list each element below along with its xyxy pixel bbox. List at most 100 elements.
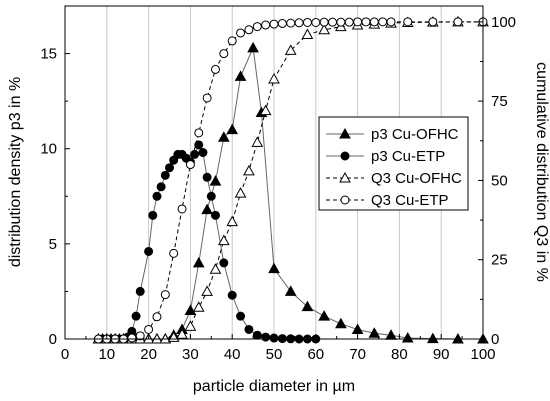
data-point: [217, 234, 230, 246]
legend-label: Q3 Cu-ETP: [371, 192, 449, 209]
x-tick-label: 50: [266, 346, 283, 363]
x-tick-label: 70: [349, 346, 366, 363]
data-point: [277, 18, 287, 28]
data-point: [144, 324, 154, 334]
data-point: [190, 149, 200, 159]
data-point: [209, 263, 222, 274]
data-point: [194, 128, 204, 138]
data-point: [206, 191, 216, 201]
data-point: [202, 93, 212, 103]
data-point: [351, 323, 364, 334]
data-point: [453, 17, 463, 27]
data-point: [426, 332, 439, 344]
x-tick-label: 0: [61, 346, 69, 363]
y-right-tick-label: 50: [491, 172, 508, 189]
data-point: [361, 17, 371, 27]
data-point: [176, 328, 188, 339]
data-point: [336, 17, 346, 27]
x-tick-label: 30: [182, 346, 199, 363]
data-point: [219, 258, 229, 268]
data-point: [252, 22, 262, 32]
data-point: [236, 28, 246, 38]
data-point: [201, 285, 213, 296]
data-point: [386, 17, 396, 27]
data-point: [152, 191, 162, 201]
data-point: [251, 136, 264, 147]
data-point: [148, 210, 158, 220]
x-tick-label: 90: [433, 346, 450, 363]
y-right-tick-label: 75: [491, 93, 508, 110]
legend-entry: p3 Cu-OFHC: [326, 126, 459, 143]
legend-marker: [340, 151, 350, 161]
data-point: [368, 327, 381, 338]
legend-label: p3 Cu-ETP: [371, 148, 445, 165]
data-point: [192, 256, 205, 268]
data-point: [268, 72, 280, 84]
data-point: [177, 204, 187, 214]
data-point: [294, 18, 304, 28]
data-point: [192, 301, 205, 312]
data-point: [401, 332, 414, 343]
y-left-tick-label: 10: [40, 141, 57, 158]
x-tick-label: 80: [391, 346, 408, 363]
data-point: [169, 248, 179, 258]
y-axis-left-title: distribution density p3 in %: [7, 77, 24, 267]
y-right-tick-label: 25: [491, 252, 508, 269]
data-point: [301, 28, 314, 40]
x-axis: 0 10 20 30 40 50 60 70 80 90 100: [61, 334, 496, 363]
data-point: [209, 175, 222, 186]
y-axis-right: 0 25 50 75 100: [478, 14, 516, 348]
data-point: [403, 17, 413, 27]
legend-entry: Q3 Cu-OFHC: [326, 170, 462, 187]
data-point: [328, 17, 338, 27]
data-point: [194, 140, 204, 150]
data-point: [236, 311, 246, 321]
data-point: [131, 311, 141, 321]
x-tick-label: 10: [98, 346, 115, 363]
data-point: [217, 131, 230, 142]
data-point: [318, 310, 331, 321]
data-point: [301, 300, 314, 312]
data-point: [198, 148, 208, 158]
data-point: [284, 285, 297, 296]
data-point: [335, 317, 347, 329]
data-point: [135, 286, 145, 296]
data-point: [428, 17, 438, 27]
data-point: [318, 23, 331, 35]
data-point: [302, 17, 312, 27]
y-left-tick-label: 5: [49, 236, 57, 253]
data-point: [226, 123, 239, 135]
x-tick-label: 60: [307, 346, 324, 363]
data-point: [227, 290, 237, 300]
data-point: [144, 246, 154, 256]
data-point: [135, 331, 145, 341]
y-axis-right-title: cumulative distribution Q3 in %: [533, 62, 550, 282]
y-left-tick-label: 15: [40, 46, 57, 63]
legend-label: p3 Cu-OFHC: [371, 126, 459, 143]
data-point: [378, 17, 388, 27]
data-point: [184, 320, 197, 331]
vertical-grid: [106, 6, 442, 339]
legend-marker: [339, 171, 351, 183]
data-point: [219, 49, 229, 59]
data-point: [261, 20, 271, 30]
data-point: [369, 17, 379, 27]
data-point: [268, 262, 280, 274]
x-tick-label: 40: [224, 346, 241, 363]
legend-label: Q3 Cu-OFHC: [371, 170, 462, 187]
data-point: [156, 182, 166, 192]
data-point: [234, 187, 247, 198]
y-axis-left: 0 5 10 15: [40, 46, 70, 348]
data-point: [185, 160, 195, 170]
data-point: [311, 17, 321, 27]
data-point: [252, 330, 262, 340]
data-point: [284, 44, 297, 55]
data-point: [269, 19, 279, 29]
data-point: [286, 18, 296, 28]
legend-marker: [339, 127, 351, 139]
data-point: [210, 64, 220, 74]
legend-entry: Q3 Cu-ETP: [326, 192, 449, 209]
data-point: [244, 25, 254, 35]
data-point: [160, 170, 170, 180]
